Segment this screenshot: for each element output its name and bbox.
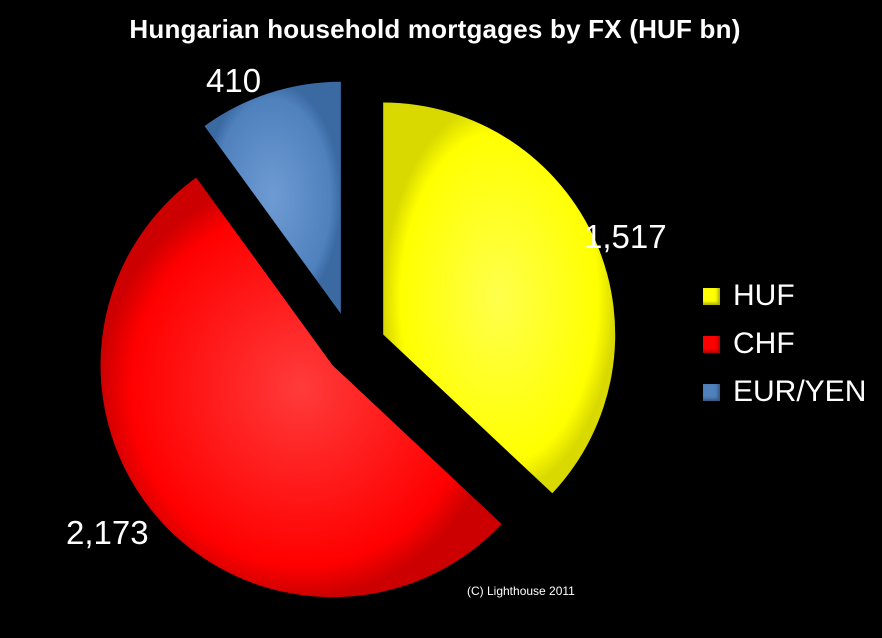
legend-item-eur-yen: EUR/YEN: [703, 368, 866, 416]
legend-swatch-chf: [703, 335, 720, 353]
pie-slice-huf: [383, 102, 616, 494]
data-label-eur-yen: 410: [206, 62, 262, 99]
data-label-huf: 1,517: [584, 218, 667, 255]
legend-label-eur-yen: EUR/YEN: [733, 375, 867, 408]
legend-swatch-huf: [703, 287, 720, 305]
legend-label-chf: CHF: [733, 327, 795, 360]
pie-slice-chf: [100, 177, 502, 598]
chart-title: Hungarian household mortgages by FX (HUF…: [129, 14, 741, 44]
legend-label-huf: HUF: [733, 279, 795, 312]
pie-slice-eur-yen: [204, 81, 341, 314]
copyright-text: (C) Lighthouse 2011: [467, 584, 575, 598]
legend-item-chf: CHF: [703, 320, 866, 368]
legend-item-huf: HUF: [703, 272, 866, 320]
data-label-chf: 2,173: [66, 514, 149, 551]
legend-swatch-eur-yen: [703, 383, 720, 401]
legend: HUF CHF EUR/YEN: [703, 272, 866, 416]
